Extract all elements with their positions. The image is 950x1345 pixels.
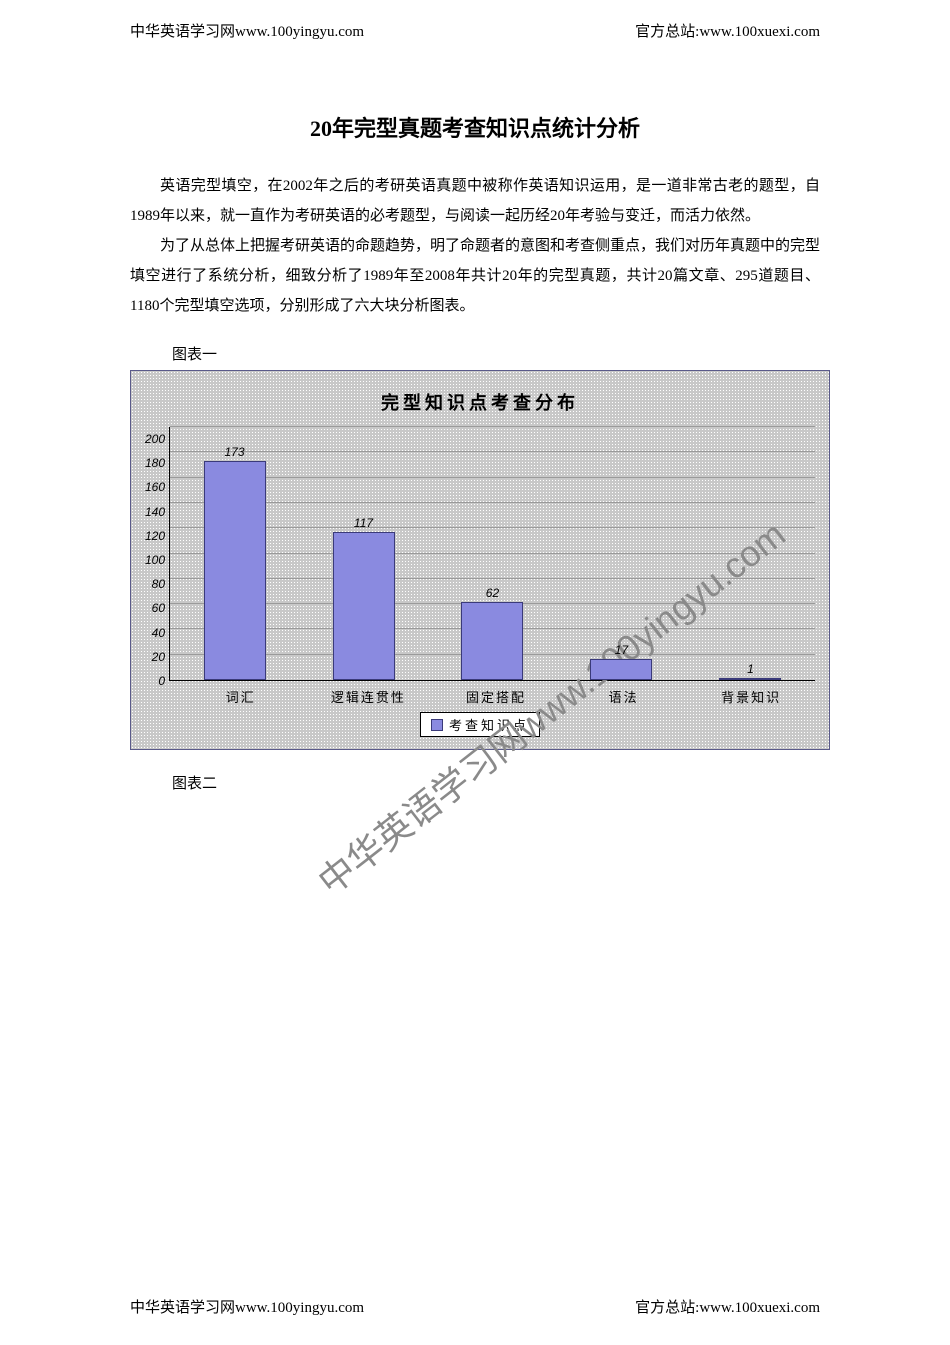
page-footer: 中华英语学习网www.100yingyu.com 官方总站:www.100xue… [130, 1296, 820, 1317]
bar-slot: 17 [582, 427, 660, 680]
gridline [170, 426, 815, 427]
x-tick-label: 背景知识 [712, 687, 790, 706]
chart1-frame: 完型知识点考查分布 200180160140120100806040200 17… [131, 371, 829, 749]
y-tick: 80 [152, 578, 165, 590]
header-right: 官方总站:www.100xuexi.com [635, 20, 820, 41]
x-tick-label: 词汇 [202, 687, 280, 706]
gridline [170, 451, 815, 452]
y-tick: 100 [145, 554, 165, 566]
y-tick: 40 [152, 627, 165, 639]
y-tick: 0 [158, 675, 165, 687]
bar-value-label: 62 [486, 586, 499, 600]
bar-value-label: 1 [747, 662, 754, 676]
y-tick: 200 [145, 433, 165, 445]
chart1-x-axis: 词汇 逻辑连贯性 固定搭配 语法 背景知识 [177, 681, 815, 710]
bar-value-label: 173 [225, 445, 245, 459]
header-left: 中华英语学习网www.100yingyu.com [130, 20, 364, 41]
paragraph-2: 为了从总体上把握考研英语的命题趋势，明了命题者的意图和考查侧重点，我们对历年真题… [130, 231, 820, 321]
x-tick-label: 逻辑连贯性 [329, 687, 407, 706]
chart1-container: 完型知识点考查分布 200180160140120100806040200 17… [130, 370, 830, 750]
paragraph-1: 英语完型填空，在2002年之后的考研英语真题中被称作英语知识运用，是一道非常古老… [130, 171, 820, 231]
footer-left: 中华英语学习网www.100yingyu.com [130, 1296, 364, 1317]
bar [590, 659, 652, 681]
bar [333, 532, 395, 680]
gridline [170, 477, 815, 478]
chart1-legend: 考查知识点 [420, 712, 540, 737]
y-tick: 120 [145, 530, 165, 542]
y-tick: 160 [145, 481, 165, 493]
x-tick-label: 固定搭配 [457, 687, 535, 706]
legend-label: 考查知识点 [449, 715, 529, 734]
bar [719, 678, 781, 680]
gridline [170, 553, 815, 554]
bar [204, 461, 266, 680]
bar-slot: 117 [325, 427, 403, 680]
chart1-bars: 173 117 62 17 1 [170, 427, 815, 680]
legend-swatch-icon [431, 719, 443, 731]
chart1-caption: 图表一 [172, 343, 820, 364]
y-tick: 20 [152, 651, 165, 663]
gridline [170, 578, 815, 579]
bar-value-label: 17 [615, 643, 628, 657]
chart1-plot-area: 173 117 62 17 1 [169, 427, 815, 681]
bar-slot: 1 [711, 427, 789, 680]
page-title: 20年完型真题考查知识点统计分析 [130, 111, 820, 143]
gridline [170, 527, 815, 528]
bar [461, 602, 523, 680]
footer-right: 官方总站:www.100xuexi.com [635, 1296, 820, 1317]
y-tick: 60 [152, 602, 165, 614]
x-tick-label: 语法 [585, 687, 663, 706]
bar-slot: 173 [196, 427, 274, 680]
y-tick: 180 [145, 457, 165, 469]
bar-slot: 62 [453, 427, 531, 680]
chart1-y-axis: 200180160140120100806040200 [145, 427, 169, 681]
y-tick: 140 [145, 506, 165, 518]
chart2-caption: 图表二 [172, 772, 820, 793]
page-header: 中华英语学习网www.100yingyu.com 官方总站:www.100xue… [130, 20, 820, 41]
chart1-title: 完型知识点考查分布 [145, 381, 815, 427]
bar-value-label: 117 [354, 516, 373, 530]
gridline [170, 502, 815, 503]
